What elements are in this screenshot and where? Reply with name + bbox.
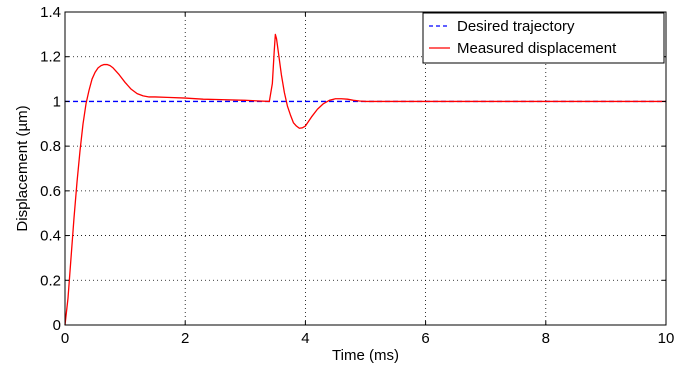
ticks: 0 2 4 6 8 10 0 0.2 0.4 0.6 0.8 1 1.2 1.4 (40, 4, 674, 347)
y-tick-label: 1 (53, 93, 61, 110)
legend-label-measured: Measured displacement (457, 40, 617, 57)
y-tick-label: 1.4 (40, 4, 61, 21)
legend-box (422, 12, 665, 64)
y-tick-label: 0.4 (40, 228, 61, 245)
legend: Desired trajectory Measured displacement (422, 12, 665, 64)
series-layer (64, 33, 666, 326)
plot-area (65, 12, 666, 325)
x-tick-label: 2 (181, 330, 189, 347)
x-tick-label: 4 (301, 330, 309, 347)
y-tick-label: 0 (53, 317, 61, 334)
y-tick-label: 0.8 (40, 138, 61, 155)
legend-label-desired: Desired trajectory (457, 18, 575, 35)
x-tick-label: 10 (658, 330, 675, 347)
y-tick-label: 0.6 (40, 183, 61, 200)
y-tick-label: 1.2 (40, 49, 61, 66)
y-tick-label: 0.2 (40, 272, 61, 289)
series-line-measured (64, 33, 666, 326)
x-axis-label: Time (ms) (332, 347, 399, 364)
x-tick-label: 0 (61, 330, 69, 347)
plot-frame (64, 11, 667, 326)
x-tick-label: 8 (542, 330, 550, 347)
x-tick-label: 6 (421, 330, 429, 347)
y-axis-label: Displacement (µm) (14, 105, 31, 231)
